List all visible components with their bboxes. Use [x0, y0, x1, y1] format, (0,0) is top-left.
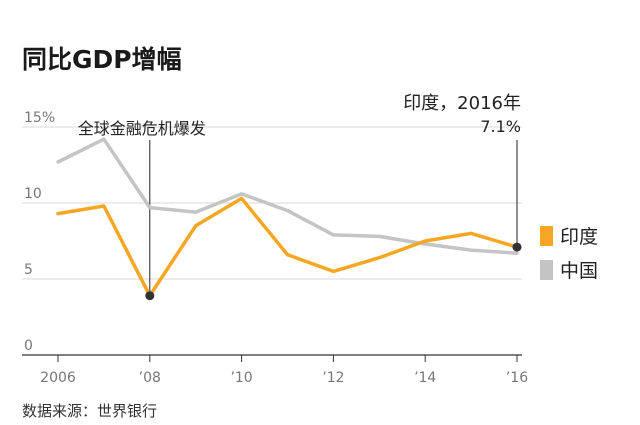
india-2016-point: [512, 242, 522, 252]
chart-title: 同比GDP增幅: [22, 45, 182, 74]
legend-swatch-china: [540, 260, 553, 280]
legend-swatch-india: [540, 226, 553, 246]
y-tick-label: 0: [24, 338, 33, 354]
x-tick-label: ’14: [414, 370, 436, 386]
source-note: 数据来源：世界银行: [22, 402, 158, 420]
x-axis: 2006 ’08 ’10 ’12 ’14 ’16: [40, 355, 528, 386]
legend-label-india: 印度: [560, 226, 598, 248]
x-tick-label: ’10: [230, 370, 252, 386]
x-tick-label: 2006: [40, 370, 76, 386]
india-2016-value: 7.1%: [480, 117, 521, 136]
y-tick-label: 5: [24, 262, 33, 278]
y-tick-label: 10: [24, 186, 42, 202]
x-tick-label: ’12: [322, 370, 344, 386]
crisis-point: [145, 291, 155, 301]
x-tick-label: ’08: [139, 370, 161, 386]
series-line-india: [56, 196, 519, 298]
annotation-lines: [149, 140, 518, 296]
crisis-annotation: 全球金融危机爆发: [78, 119, 206, 138]
series-line-china: [56, 137, 519, 255]
annotation-points: [145, 242, 522, 301]
annotation-labels: 全球金融危机爆发 印度，2016年 7.1%: [78, 93, 521, 138]
y-axis-ticks: 15% 10 5 0: [24, 110, 55, 354]
gridlines: [22, 126, 522, 356]
india-2016-annotation: 印度，2016年: [403, 93, 521, 114]
series-lines: [56, 137, 519, 298]
x-tick-label: ’16: [506, 370, 528, 386]
legend-label-china: 中国: [560, 260, 598, 282]
y-tick-label: 15%: [24, 110, 55, 126]
